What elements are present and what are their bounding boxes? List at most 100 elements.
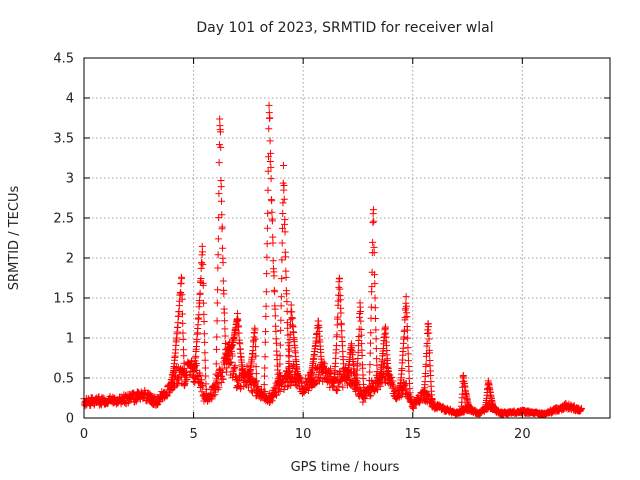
data-point [403,313,411,321]
data-point [269,239,277,247]
data-point [422,370,430,378]
data-point [183,376,191,384]
data-point [267,149,275,157]
data-point [277,293,285,301]
y-tick-label: 4 [66,92,74,107]
data-point [260,387,268,395]
data-point [369,206,377,214]
data-point [284,339,292,347]
data-point [180,352,188,360]
data-point [337,321,345,329]
data-point [276,387,284,395]
data-point [194,321,202,329]
y-axis-label: SRMTID / TECUs [7,186,22,291]
data-point [214,286,222,294]
data-point [217,183,225,191]
data-point [271,312,279,320]
data-point [577,404,585,412]
data-point [252,363,260,371]
data-point [401,314,409,322]
data-point [186,371,194,379]
x-tick-label: 0 [80,427,88,442]
data-point [268,208,276,216]
data-point [251,335,259,343]
data-point [173,381,181,389]
data-point [422,360,430,368]
data-point [403,326,411,334]
data-point [278,224,286,232]
data-point [252,370,260,378]
data-point [268,217,276,225]
data-point [146,390,154,398]
data-point [405,367,413,375]
data-point [178,310,186,318]
data-point [221,332,229,340]
data-point [212,386,219,394]
data-point [367,339,375,347]
data-point [333,331,341,339]
data-point [295,378,303,386]
data-point [281,216,289,224]
data-point [201,349,209,357]
data-point [366,361,374,369]
data-point [196,289,204,297]
data-point [277,316,285,324]
data-point [267,175,275,183]
data-point [243,362,251,370]
data-point [337,309,345,317]
data-point [220,309,228,317]
data-point [279,162,287,170]
data-point [365,376,373,384]
data-point [358,352,366,360]
data-point [281,228,289,236]
data-point [198,388,206,396]
data-point [369,219,377,227]
data-point [266,157,274,165]
data-point [219,277,227,285]
data-point [336,274,344,282]
data-point [278,256,286,264]
data-point [264,209,272,217]
x-tick-label: 15 [404,427,421,442]
plot-frame [83,57,611,419]
data-point [201,364,209,372]
data-point [203,392,211,400]
data-point [427,372,435,380]
data-point [282,273,290,281]
data-point [334,313,342,321]
data-point [359,364,367,372]
y-tick-label: 2 [66,252,74,267]
data-point [372,315,380,323]
data-point [283,290,291,298]
data-point [212,370,220,378]
data-point [287,301,295,309]
data-point [264,167,272,175]
y-tick-label: 2.5 [53,212,74,227]
data-point [218,223,226,231]
chart-title: Day 101 of 2023, SRMTID for receiver wla… [196,20,493,36]
x-axis: 0 5 10 15 20 [80,58,531,442]
data-point [335,382,343,390]
data-point [372,335,380,343]
data-point [404,344,412,352]
data-point [174,319,182,327]
data-point [278,239,286,247]
data-point [262,288,270,296]
data-point [271,305,279,313]
data-point [367,329,375,337]
x-tick-label: 5 [189,427,197,442]
data-point [369,238,377,246]
data-point [252,352,260,360]
data-point [389,377,397,385]
data-point [390,382,398,390]
data-point [367,303,375,311]
data-point [277,302,285,310]
data-point [373,361,381,369]
data-point [358,340,366,348]
data-point [218,372,226,380]
data-point [365,383,373,391]
data-point [357,317,365,325]
data-point [354,348,362,356]
data-point [215,159,223,167]
data-point [218,211,226,219]
